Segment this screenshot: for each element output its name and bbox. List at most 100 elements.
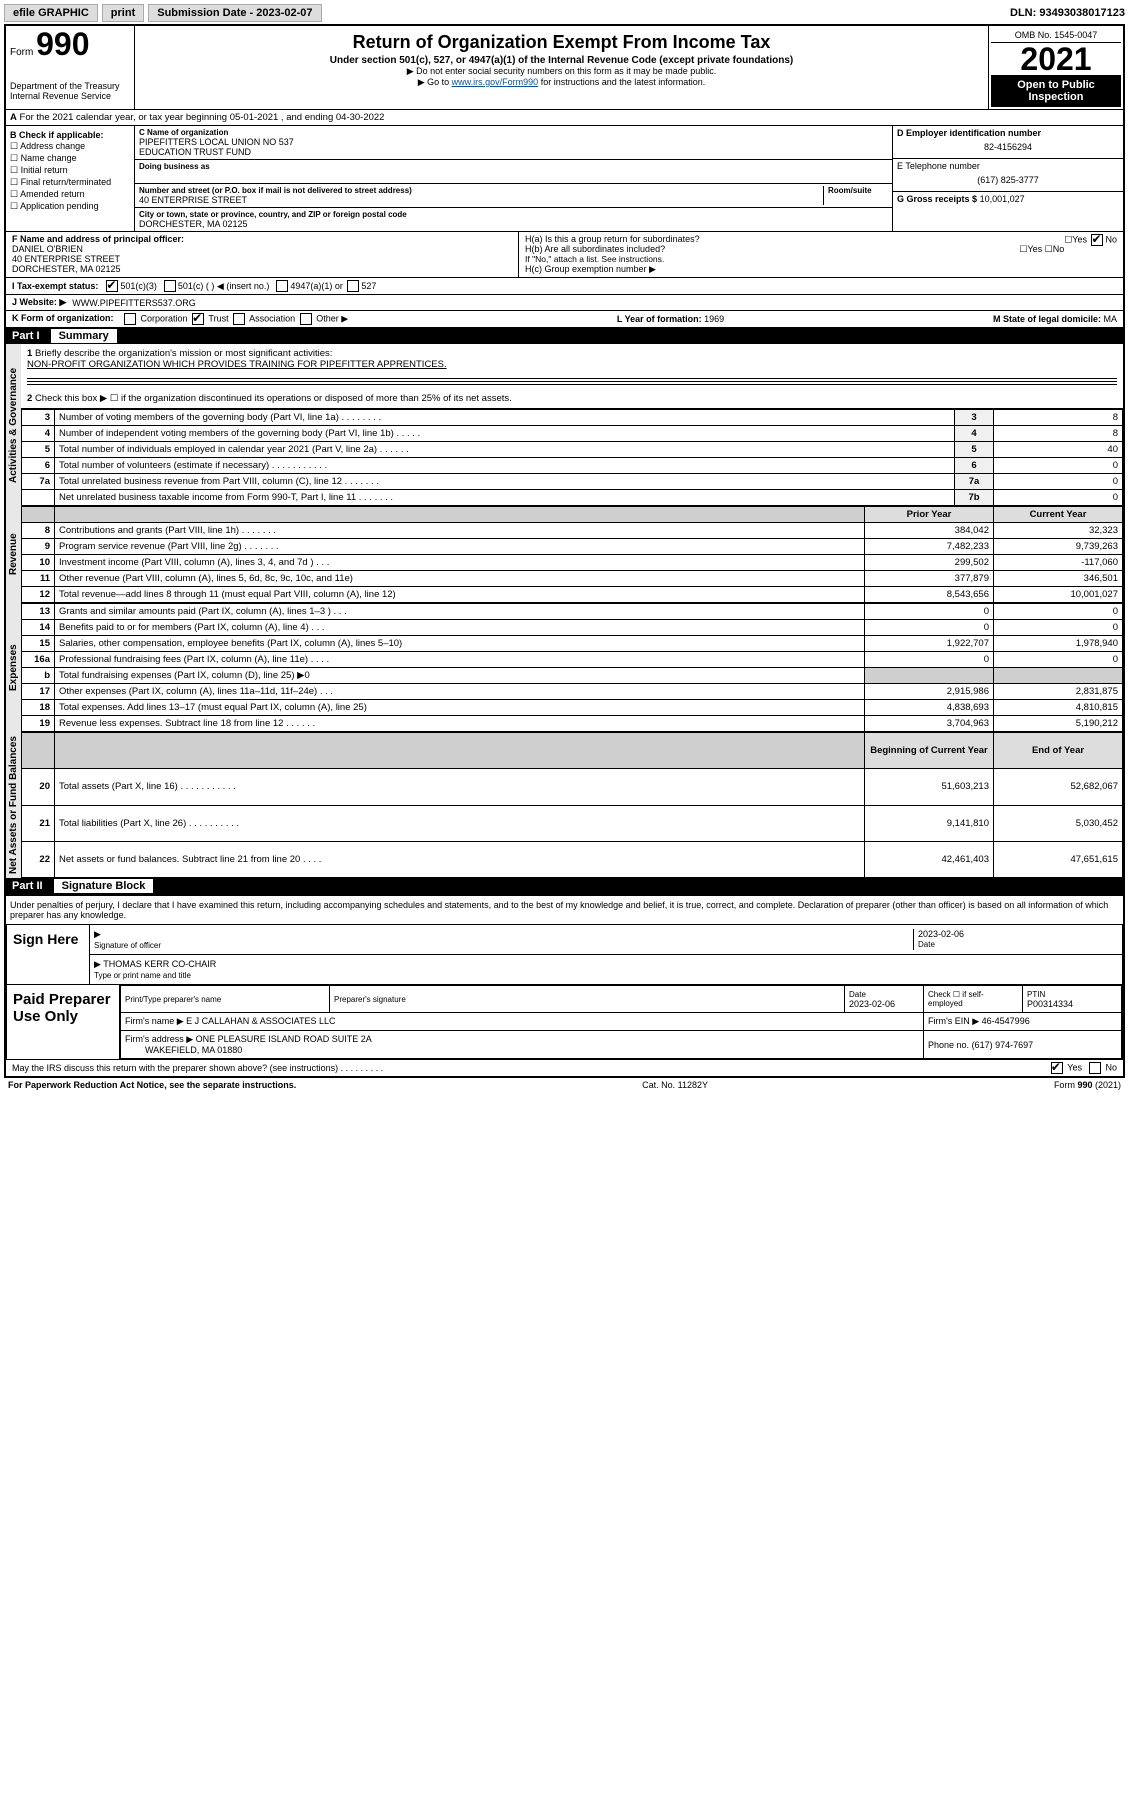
- penalty-text: Under penalties of perjury, I declare th…: [6, 894, 1123, 924]
- dln: DLN: 93493038017123: [1010, 7, 1125, 19]
- phone-label: Phone no.: [928, 1040, 969, 1050]
- m-label: M State of legal domicile:: [993, 314, 1101, 324]
- title-box: Return of Organization Exempt From Incom…: [135, 26, 989, 109]
- section-governance: Activities & Governance 1 Briefly descri…: [6, 344, 1123, 506]
- efile-label: efile GRAPHIC: [4, 4, 98, 22]
- footer: For Paperwork Reduction Act Notice, see …: [4, 1078, 1125, 1092]
- chk-assoc[interactable]: [233, 313, 245, 325]
- table-revenue: Prior YearCurrent Year8Contributions and…: [21, 506, 1123, 603]
- irs-link[interactable]: www.irs.gov/Form990: [452, 77, 539, 87]
- line-a: A For the 2021 calendar year, or tax yea…: [6, 110, 1123, 126]
- chk-501c[interactable]: [164, 280, 176, 292]
- form-subtitle: Under section 501(c), 527, or 4947(a)(1)…: [139, 55, 984, 66]
- dba-label: Doing business as: [139, 162, 888, 171]
- pt-sig-label: Preparer's signature: [334, 995, 406, 1004]
- firm-name-label: Firm's name ▶: [125, 1016, 184, 1026]
- note2-pre: ▶ Go to: [418, 77, 452, 87]
- firm-addr2: WAKEFIELD, MA 01880: [145, 1045, 242, 1055]
- chk-4947[interactable]: [276, 280, 288, 292]
- chk-initial-return[interactable]: ☐ Initial return: [10, 165, 130, 176]
- phone: (617) 974-7697: [972, 1040, 1034, 1050]
- street-address: 40 ENTERPRISE STREET: [139, 195, 819, 205]
- officer-sig-name: THOMAS KERR CO-CHAIR: [103, 959, 216, 969]
- tel-label: E Telephone number: [897, 161, 1119, 171]
- note2-post: for instructions and the latest informat…: [541, 77, 706, 87]
- section-expenses: Expenses 13Grants and similar amounts pa…: [6, 603, 1123, 732]
- name-title-label: Type or print name and title: [94, 971, 191, 980]
- vlabel-revenue: Revenue: [6, 506, 21, 603]
- ein-value: 82-4156294: [897, 138, 1119, 156]
- top-toolbar: efile GRAPHIC print Submission Date - 20…: [4, 4, 1125, 22]
- org-name-1: PIPEFITTERS LOCAL UNION NO 537: [139, 137, 888, 147]
- tax-year: 2021: [991, 43, 1121, 75]
- year-box: OMB No. 1545-0047 2021 Open to Public In…: [989, 26, 1123, 109]
- chk-other[interactable]: [300, 313, 312, 325]
- m-value: MA: [1104, 314, 1118, 324]
- chk-name-change[interactable]: ☐ Name change: [10, 153, 130, 164]
- line-a-text: For the 2021 calendar year, or tax year …: [20, 112, 385, 123]
- officer-row: F Name and address of principal officer:…: [6, 232, 1123, 278]
- chk-amended[interactable]: ☐ Amended return: [10, 189, 130, 200]
- room-label: Room/suite: [828, 186, 888, 195]
- chk-final-return[interactable]: ☐ Final return/terminated: [10, 177, 130, 188]
- vlabel-netassets: Net Assets or Fund Balances: [6, 732, 21, 878]
- i-label: I Tax-exempt status:: [12, 281, 98, 291]
- f-label: F Name and address of principal officer:: [12, 234, 512, 244]
- addr-label: Number and street (or P.O. box if mail i…: [139, 186, 819, 195]
- city-state-zip: DORCHESTER, MA 02125: [139, 219, 888, 229]
- officer-city: DORCHESTER, MA 02125: [12, 264, 512, 274]
- part1-header: Part I Summary: [6, 328, 1123, 344]
- officer-addr: 40 ENTERPRISE STREET: [12, 254, 512, 264]
- print-button[interactable]: print: [102, 4, 144, 22]
- sign-here-label: Sign Here: [7, 925, 90, 984]
- chk-corp[interactable]: [124, 313, 136, 325]
- part1-sub: Summary: [51, 329, 117, 343]
- chk-527[interactable]: [347, 280, 359, 292]
- irs-label: Internal Revenue Service: [10, 91, 130, 101]
- part2-header: Part II Signature Block: [6, 878, 1123, 894]
- ha-no[interactable]: [1091, 234, 1103, 246]
- footer-right: Form 990 (2021): [1054, 1080, 1121, 1090]
- k-label: K Form of organization:: [12, 313, 114, 323]
- l-value: 1969: [704, 314, 724, 324]
- vlabel-expenses: Expenses: [6, 603, 21, 732]
- hb-label: H(b) Are all subordinates included?: [525, 244, 665, 254]
- firm-addr1: ONE PLEASURE ISLAND ROAD SUITE 2A: [196, 1034, 372, 1044]
- footer-center: Cat. No. 11282Y: [642, 1080, 708, 1090]
- footer-left: For Paperwork Reduction Act Notice, see …: [8, 1080, 296, 1090]
- discuss-yes[interactable]: [1051, 1062, 1063, 1074]
- row-k: K Form of organization: Corporation Trus…: [6, 311, 1123, 328]
- firm-addr-label: Firm's address ▶: [125, 1034, 193, 1044]
- chk-address-change[interactable]: ☐ Address change: [10, 141, 130, 152]
- firm-name: E J CALLAHAN & ASSOCIATES LLC: [186, 1016, 335, 1026]
- table-governance: 3Number of voting members of the governi…: [21, 409, 1123, 506]
- q1: Briefly describe the organization's miss…: [35, 348, 333, 359]
- chk-trust[interactable]: [192, 313, 204, 325]
- pt-check[interactable]: Check ☐ if self-employed: [924, 986, 1023, 1013]
- paid-table: Print/Type preparer's name Preparer's si…: [120, 985, 1122, 1059]
- discuss-no[interactable]: [1089, 1062, 1101, 1074]
- officer-name: DANIEL O'BRIEN: [12, 244, 512, 254]
- hc-label: H(c) Group exemption number ▶: [525, 264, 1117, 275]
- ptin: P00314334: [1027, 999, 1073, 1009]
- open-public-badge: Open to Public Inspection: [991, 75, 1121, 107]
- discuss-row: May the IRS discuss this return with the…: [6, 1060, 1123, 1076]
- website-value: WWW.PIPEFITTERS537.ORG: [72, 298, 196, 308]
- chk-501c3[interactable]: [106, 280, 118, 292]
- ein-label: D Employer identification number: [897, 128, 1119, 138]
- bcd-row: B Check if applicable: ☐ Address change …: [6, 126, 1123, 232]
- note-link: ▶ Go to www.irs.gov/Form990 for instruct…: [139, 77, 984, 88]
- row-i: I Tax-exempt status: 501(c)(3) 501(c) ( …: [6, 278, 1123, 295]
- chk-app-pending[interactable]: ☐ Application pending: [10, 201, 130, 212]
- officer-left: F Name and address of principal officer:…: [6, 232, 519, 277]
- firm-ein: 46-4547996: [982, 1016, 1030, 1026]
- h-note: If "No," attach a list. See instructions…: [525, 254, 1117, 264]
- b-label: B Check if applicable:: [10, 130, 130, 140]
- sig-date-label: Date: [918, 940, 935, 949]
- gross-label: G Gross receipts $: [897, 194, 977, 204]
- c-name-label: C Name of organization: [139, 128, 888, 137]
- gross-value: 10,001,027: [980, 194, 1025, 204]
- pt-date: 2023-02-06: [849, 999, 895, 1009]
- sign-row: Sign Here ▶Signature of officer 2023-02-…: [6, 924, 1123, 985]
- sig-date: 2023-02-06: [918, 929, 964, 939]
